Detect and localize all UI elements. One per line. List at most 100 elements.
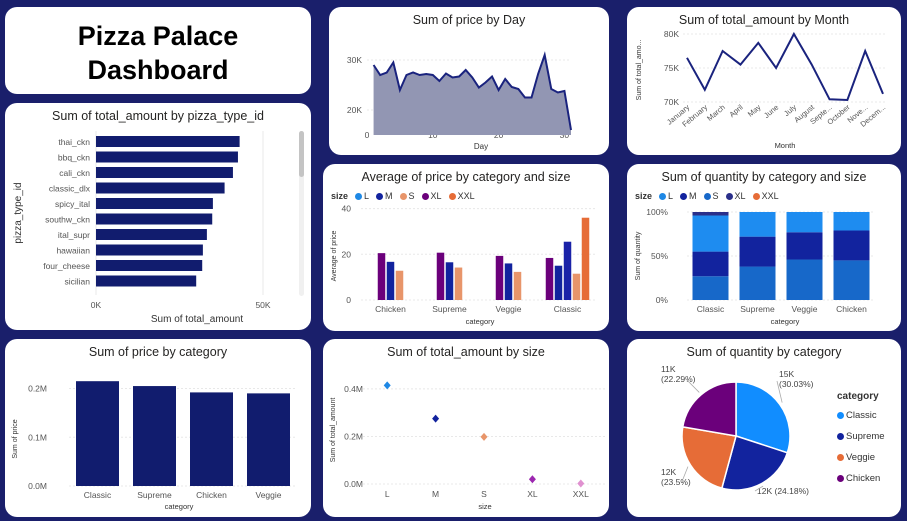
bar: [96, 275, 197, 287]
data-point: [577, 479, 585, 488]
y-tick-label: 40: [342, 204, 352, 214]
chart-title: Sum of total_amount by pizza_type_id: [52, 109, 264, 123]
chart-card-avg-price: Average of price by category and size si…: [323, 164, 609, 331]
category-label: sicilian: [64, 277, 90, 287]
bar: [554, 265, 563, 300]
bar: [190, 392, 233, 486]
bar-segment: [739, 212, 776, 237]
legend-item[interactable]: S: [399, 191, 415, 201]
x-tick-label: Supreme: [137, 490, 172, 500]
legend-item[interactable]: XXL: [448, 191, 475, 201]
chart-title: Sum of price by category: [88, 345, 228, 359]
data-point: [528, 475, 536, 484]
bar-segment: [786, 232, 823, 260]
x-axis-title: category: [771, 317, 800, 326]
chart-title: Sum of quantity by category and size: [661, 170, 867, 184]
bar: [96, 213, 213, 225]
bar: [247, 393, 290, 486]
x-tick-label: Classic: [554, 304, 582, 314]
leader-line: [776, 380, 783, 403]
y-axis-title: Sum of total_amo...: [636, 40, 643, 101]
bar: [133, 386, 176, 486]
y-axis-title: pizza_type_id: [13, 182, 24, 243]
bar-segment: [692, 215, 729, 252]
dashboard-title: Pizza Palace Dashboard: [5, 19, 311, 87]
x-tick-label: March: [705, 103, 727, 123]
y-tick-label: 70K: [664, 97, 679, 107]
bar: [96, 260, 203, 271]
legend-item[interactable]: M: [680, 191, 697, 201]
series-line: [372, 51, 572, 131]
legend-item[interactable]: XXL: [752, 191, 779, 201]
price-by-category-chart: 0.0M 0.1M 0.2M Classic Supreme Chicken Veggie c…: [12, 381, 297, 511]
title-line-1: Pizza Palace: [77, 21, 239, 51]
legend-item[interactable]: Chicken: [837, 473, 885, 484]
amount-by-size-chart: 0.0M 0.2M 0.4M L M S XL XXL size Sum of total_amo…: [330, 381, 605, 511]
bar: [454, 267, 463, 300]
legend-item[interactable]: Veggie: [837, 452, 885, 463]
x-axis-title: Month: [775, 141, 796, 150]
bar-segment: [833, 260, 870, 300]
x-tick-label: Chicken: [836, 304, 867, 314]
x-tick-label: Classic: [84, 490, 112, 500]
bar: [96, 182, 225, 194]
y-axis-title: Sum of total_amount: [330, 398, 337, 463]
pie-slice: [681, 381, 737, 437]
leader-line: [754, 485, 764, 492]
legend-item[interactable]: Classic: [837, 410, 885, 421]
bar-segment: [786, 259, 823, 300]
bar-segment: [833, 230, 870, 261]
legend-item[interactable]: S: [703, 191, 719, 201]
x-tick-label: 0: [365, 130, 370, 140]
y-tick-label: 75K: [664, 63, 679, 73]
bar: [76, 381, 119, 486]
legend-item[interactable]: M: [376, 191, 393, 201]
x-tick-label: Veggie: [256, 490, 282, 500]
data-label: 12K (24.18%): [757, 486, 809, 496]
chart-card-price-by-day: Sum of price by Day 20K30K0102030Day: [329, 7, 609, 155]
category-label: thai_ckn: [58, 137, 90, 147]
x-axis-title: size: [478, 502, 491, 511]
bar: [572, 273, 581, 300]
chart-title: Sum of price by Day: [412, 13, 526, 27]
x-axis-title: Sum of total_amount: [151, 314, 243, 325]
x-tick-label: June: [762, 103, 780, 120]
legend-item[interactable]: XL: [421, 191, 442, 201]
bar: [436, 252, 445, 300]
y-tick-label: 0.2M: [344, 431, 363, 441]
bar: [545, 257, 554, 300]
x-tick-label: XL: [527, 489, 538, 499]
chart-title: Average of price by category and size: [361, 170, 571, 184]
data-point: [432, 414, 440, 423]
bar: [395, 270, 404, 300]
bar: [445, 262, 454, 300]
x-tick-label: S: [481, 489, 487, 499]
category-label: hawaiian: [56, 246, 90, 256]
data-point: [480, 432, 488, 441]
chart-card-amount-by-size: Sum of total_amount by size 0.0M 0.2M 0.4M…: [323, 339, 609, 517]
x-tick-label: Chicken: [196, 490, 227, 500]
y-axis-title: Sum of quantity: [635, 231, 642, 280]
y-axis-title: Average of price: [331, 230, 338, 281]
price-by-day-chart: 20K30K0102030Day: [347, 51, 572, 151]
bar-segment: [739, 236, 776, 267]
category-label: spicy_ital: [55, 199, 90, 209]
avg-price-chart: 0 20 40 Chicken Supreme Veggie Classic category…: [331, 204, 597, 326]
legend-item[interactable]: XL: [725, 191, 746, 201]
y-tick-label: 30K: [347, 55, 362, 65]
scrollbar-thumb: [299, 131, 304, 177]
legend-item[interactable]: L: [355, 191, 369, 201]
data-point: [383, 381, 391, 390]
y-tick-label: 50%: [651, 251, 668, 261]
chart-title: Sum of total_amount by size: [387, 345, 545, 359]
pie-slice: [720, 435, 789, 491]
x-tick-label: April: [727, 102, 745, 119]
bar-segment: [786, 212, 823, 233]
legend-item[interactable]: Supreme: [837, 431, 885, 442]
y-tick-label: 20K: [347, 105, 362, 115]
category-label: classic_dlx: [49, 184, 91, 194]
title-line-2: Dashboard: [87, 55, 229, 85]
legend-item[interactable]: L: [659, 191, 673, 201]
chart-card-amount-by-month: Sum of total_amount by Month 70K 75K 80K Ja…: [627, 7, 901, 155]
y-tick-label: 0.4M: [344, 384, 363, 394]
